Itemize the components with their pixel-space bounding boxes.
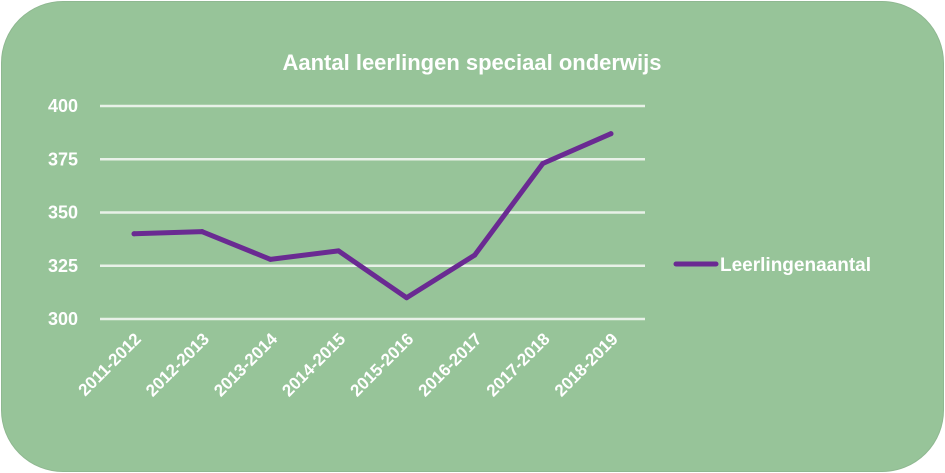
x-axis-ticks: 2011-20122012-20132013-20142014-20152015… — [75, 329, 622, 400]
y-axis-ticks: 300 325 350 375 400 — [48, 96, 78, 329]
x-tick-label: 2016-2017 — [415, 329, 486, 400]
data-point — [267, 256, 273, 262]
x-tick-label: 2014-2015 — [278, 329, 349, 400]
legend: Leerlingenaantal — [673, 255, 871, 276]
data-point — [540, 161, 546, 167]
x-tick-label: 2013-2014 — [210, 329, 281, 400]
series-lines — [131, 131, 614, 301]
data-point — [608, 131, 614, 137]
chart-title: Aantal leerlingen speciaal onderwijs — [282, 50, 661, 75]
x-tick-label: 2017-2018 — [483, 329, 554, 400]
x-tick-label: 2015-2016 — [346, 329, 417, 400]
x-tick-label: 2012-2013 — [142, 329, 213, 400]
legend-label: Leerlingenaantal — [720, 255, 871, 276]
series-line — [131, 131, 614, 301]
data-point — [199, 229, 205, 235]
data-point — [131, 231, 137, 237]
data-point — [404, 295, 410, 301]
y-tick-label: 325 — [48, 256, 78, 276]
data-point — [472, 252, 478, 258]
y-tick-label: 300 — [48, 309, 78, 329]
y-tick-label: 350 — [48, 203, 78, 223]
x-tick-label: 2018-2019 — [551, 329, 622, 400]
y-tick-label: 400 — [48, 96, 78, 116]
gridlines — [100, 104, 645, 321]
y-tick-label: 375 — [48, 149, 78, 169]
x-tick-label: 2011-2012 — [75, 329, 145, 399]
data-point — [335, 248, 341, 254]
